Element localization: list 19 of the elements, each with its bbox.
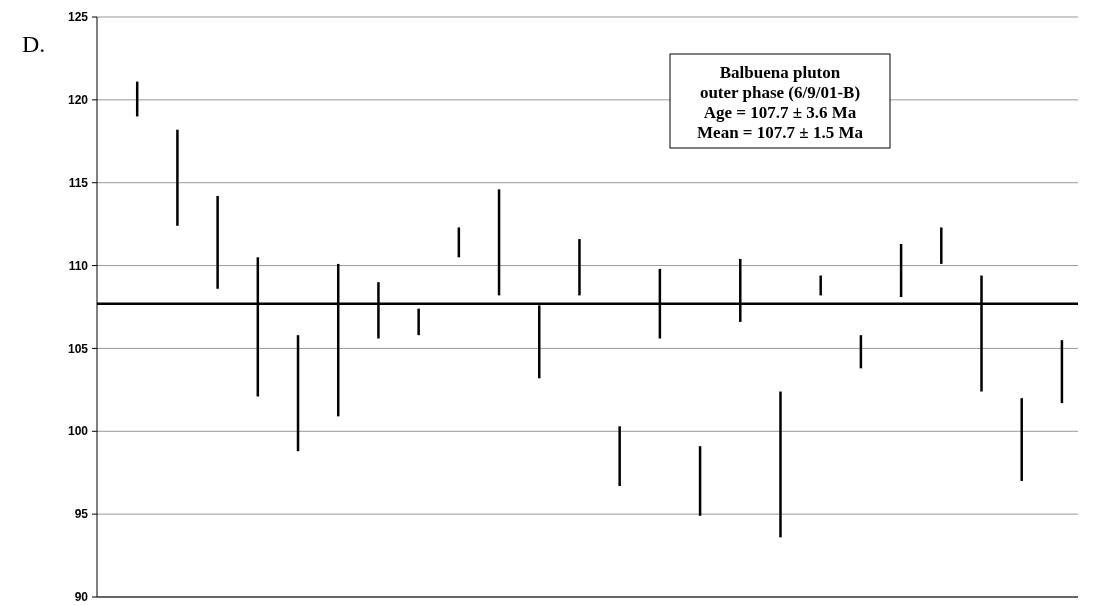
text: D. bbox=[22, 31, 46, 57]
bar bbox=[940, 227, 943, 264]
bar bbox=[618, 426, 621, 486]
bar bbox=[417, 308, 420, 336]
y-tick-label: 110 bbox=[68, 258, 89, 273]
y-tick-label: 90 bbox=[74, 590, 89, 605]
y-tick-label: 120 bbox=[67, 93, 89, 108]
y-tick-label: 100 bbox=[67, 424, 89, 439]
annotation: Balbuena pluton outer phase (6/9/01-B) Age = 107.7 ± 3.6 Ma Mean = 107.7 ± 1.5 Ma bbox=[697, 63, 864, 142]
y-tick-label: 105 bbox=[67, 341, 89, 356]
bar bbox=[819, 275, 822, 296]
bar bbox=[1020, 398, 1023, 481]
bar bbox=[578, 239, 581, 296]
bar bbox=[176, 129, 179, 226]
y-tick-label: 125 bbox=[67, 10, 89, 25]
bar bbox=[779, 391, 782, 538]
bar bbox=[216, 195, 219, 289]
y-tick-label: 115 bbox=[68, 175, 89, 190]
y-tick-label: 95 bbox=[74, 507, 89, 522]
